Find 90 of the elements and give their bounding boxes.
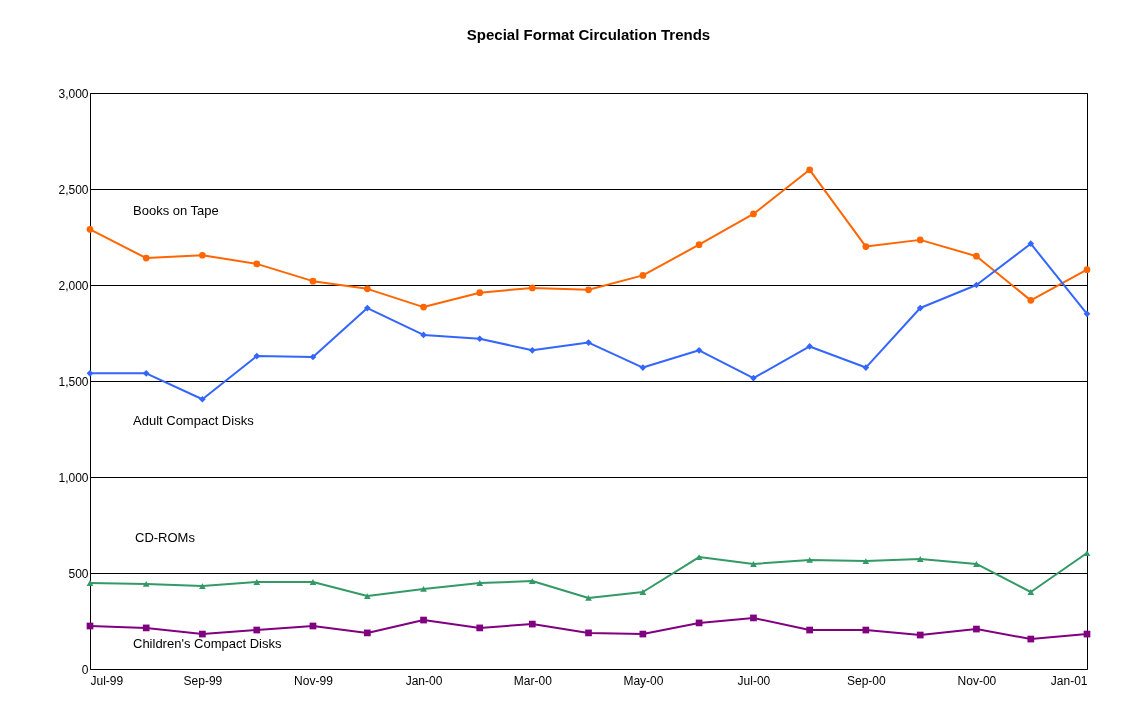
point	[199, 630, 206, 638]
point	[1027, 635, 1035, 643]
x-tick-label: Jul-99	[90, 673, 124, 688]
point	[806, 166, 814, 174]
series-label: Children's Compact Disks	[133, 635, 282, 651]
point	[309, 353, 317, 361]
point	[363, 593, 371, 599]
point	[916, 556, 924, 562]
point	[86, 369, 94, 377]
point	[1083, 310, 1091, 318]
point	[420, 303, 427, 311]
point	[142, 581, 150, 587]
point	[253, 260, 261, 268]
point	[585, 339, 592, 346]
x-tick-label: Nov-99	[294, 673, 334, 688]
point	[973, 625, 980, 633]
point	[528, 346, 536, 354]
x-tick-label: Jul-00	[737, 673, 771, 688]
point	[1027, 240, 1035, 248]
y-tick-label: 2,500	[58, 182, 89, 197]
point	[199, 251, 206, 259]
point	[695, 241, 703, 249]
point	[973, 252, 980, 260]
text: Books on Tape	[133, 203, 219, 219]
point	[695, 346, 703, 354]
point	[639, 589, 647, 595]
point	[750, 614, 757, 622]
point	[973, 561, 980, 567]
y-tick-label: 500	[68, 566, 89, 581]
point	[862, 626, 870, 634]
y-tick-label: 3,000	[58, 86, 89, 101]
series-label: Adult Compact Disks	[133, 413, 255, 429]
point	[916, 304, 924, 312]
point	[1027, 297, 1035, 304]
point	[806, 626, 814, 634]
point	[750, 374, 757, 382]
point	[253, 626, 261, 634]
point	[199, 395, 206, 403]
point	[142, 254, 150, 262]
y-tick-label: 1,500	[58, 374, 89, 389]
point	[639, 272, 647, 279]
point	[806, 557, 814, 563]
y-tick-label: 1,000	[58, 470, 89, 485]
point	[1027, 589, 1035, 595]
point	[476, 289, 484, 297]
point	[528, 578, 536, 584]
point	[363, 285, 371, 293]
point	[585, 595, 592, 601]
point	[86, 580, 94, 586]
point	[916, 631, 924, 639]
point	[750, 561, 757, 567]
point	[862, 364, 870, 371]
point	[253, 579, 261, 585]
point	[199, 583, 206, 589]
point	[476, 624, 484, 632]
point	[528, 620, 536, 628]
point	[142, 624, 150, 632]
chart-title: Special Format Circulation Trends	[466, 26, 711, 43]
point	[476, 580, 484, 586]
point	[695, 554, 703, 560]
point	[585, 629, 592, 637]
point	[585, 286, 592, 294]
point	[86, 225, 94, 233]
point	[806, 343, 814, 350]
point	[476, 335, 484, 343]
x-tick-label: Jan-01	[1050, 673, 1088, 688]
point	[1083, 550, 1091, 556]
point	[363, 629, 371, 637]
point	[142, 369, 150, 377]
y-tick-label: 2,000	[58, 278, 89, 293]
text: CD-ROMs	[135, 529, 196, 545]
point	[528, 284, 536, 292]
point	[420, 616, 427, 624]
point	[1083, 266, 1091, 273]
x-tick-label: May-00	[623, 673, 664, 688]
point	[639, 364, 647, 371]
x-tick-label: Nov-00	[957, 673, 997, 688]
y-tick-label: 0	[81, 662, 89, 677]
point	[862, 243, 870, 250]
point	[862, 558, 870, 564]
x-tick-label: Jan-00	[405, 673, 443, 688]
x-tick-label: Mar-00	[513, 673, 553, 688]
point	[420, 586, 427, 592]
point	[309, 579, 317, 585]
x-tick-label: Sep-00	[847, 673, 887, 688]
point	[363, 304, 371, 312]
point	[916, 236, 924, 244]
x-tick-label: Sep-99	[183, 673, 223, 688]
point	[750, 210, 757, 218]
point	[309, 277, 317, 285]
